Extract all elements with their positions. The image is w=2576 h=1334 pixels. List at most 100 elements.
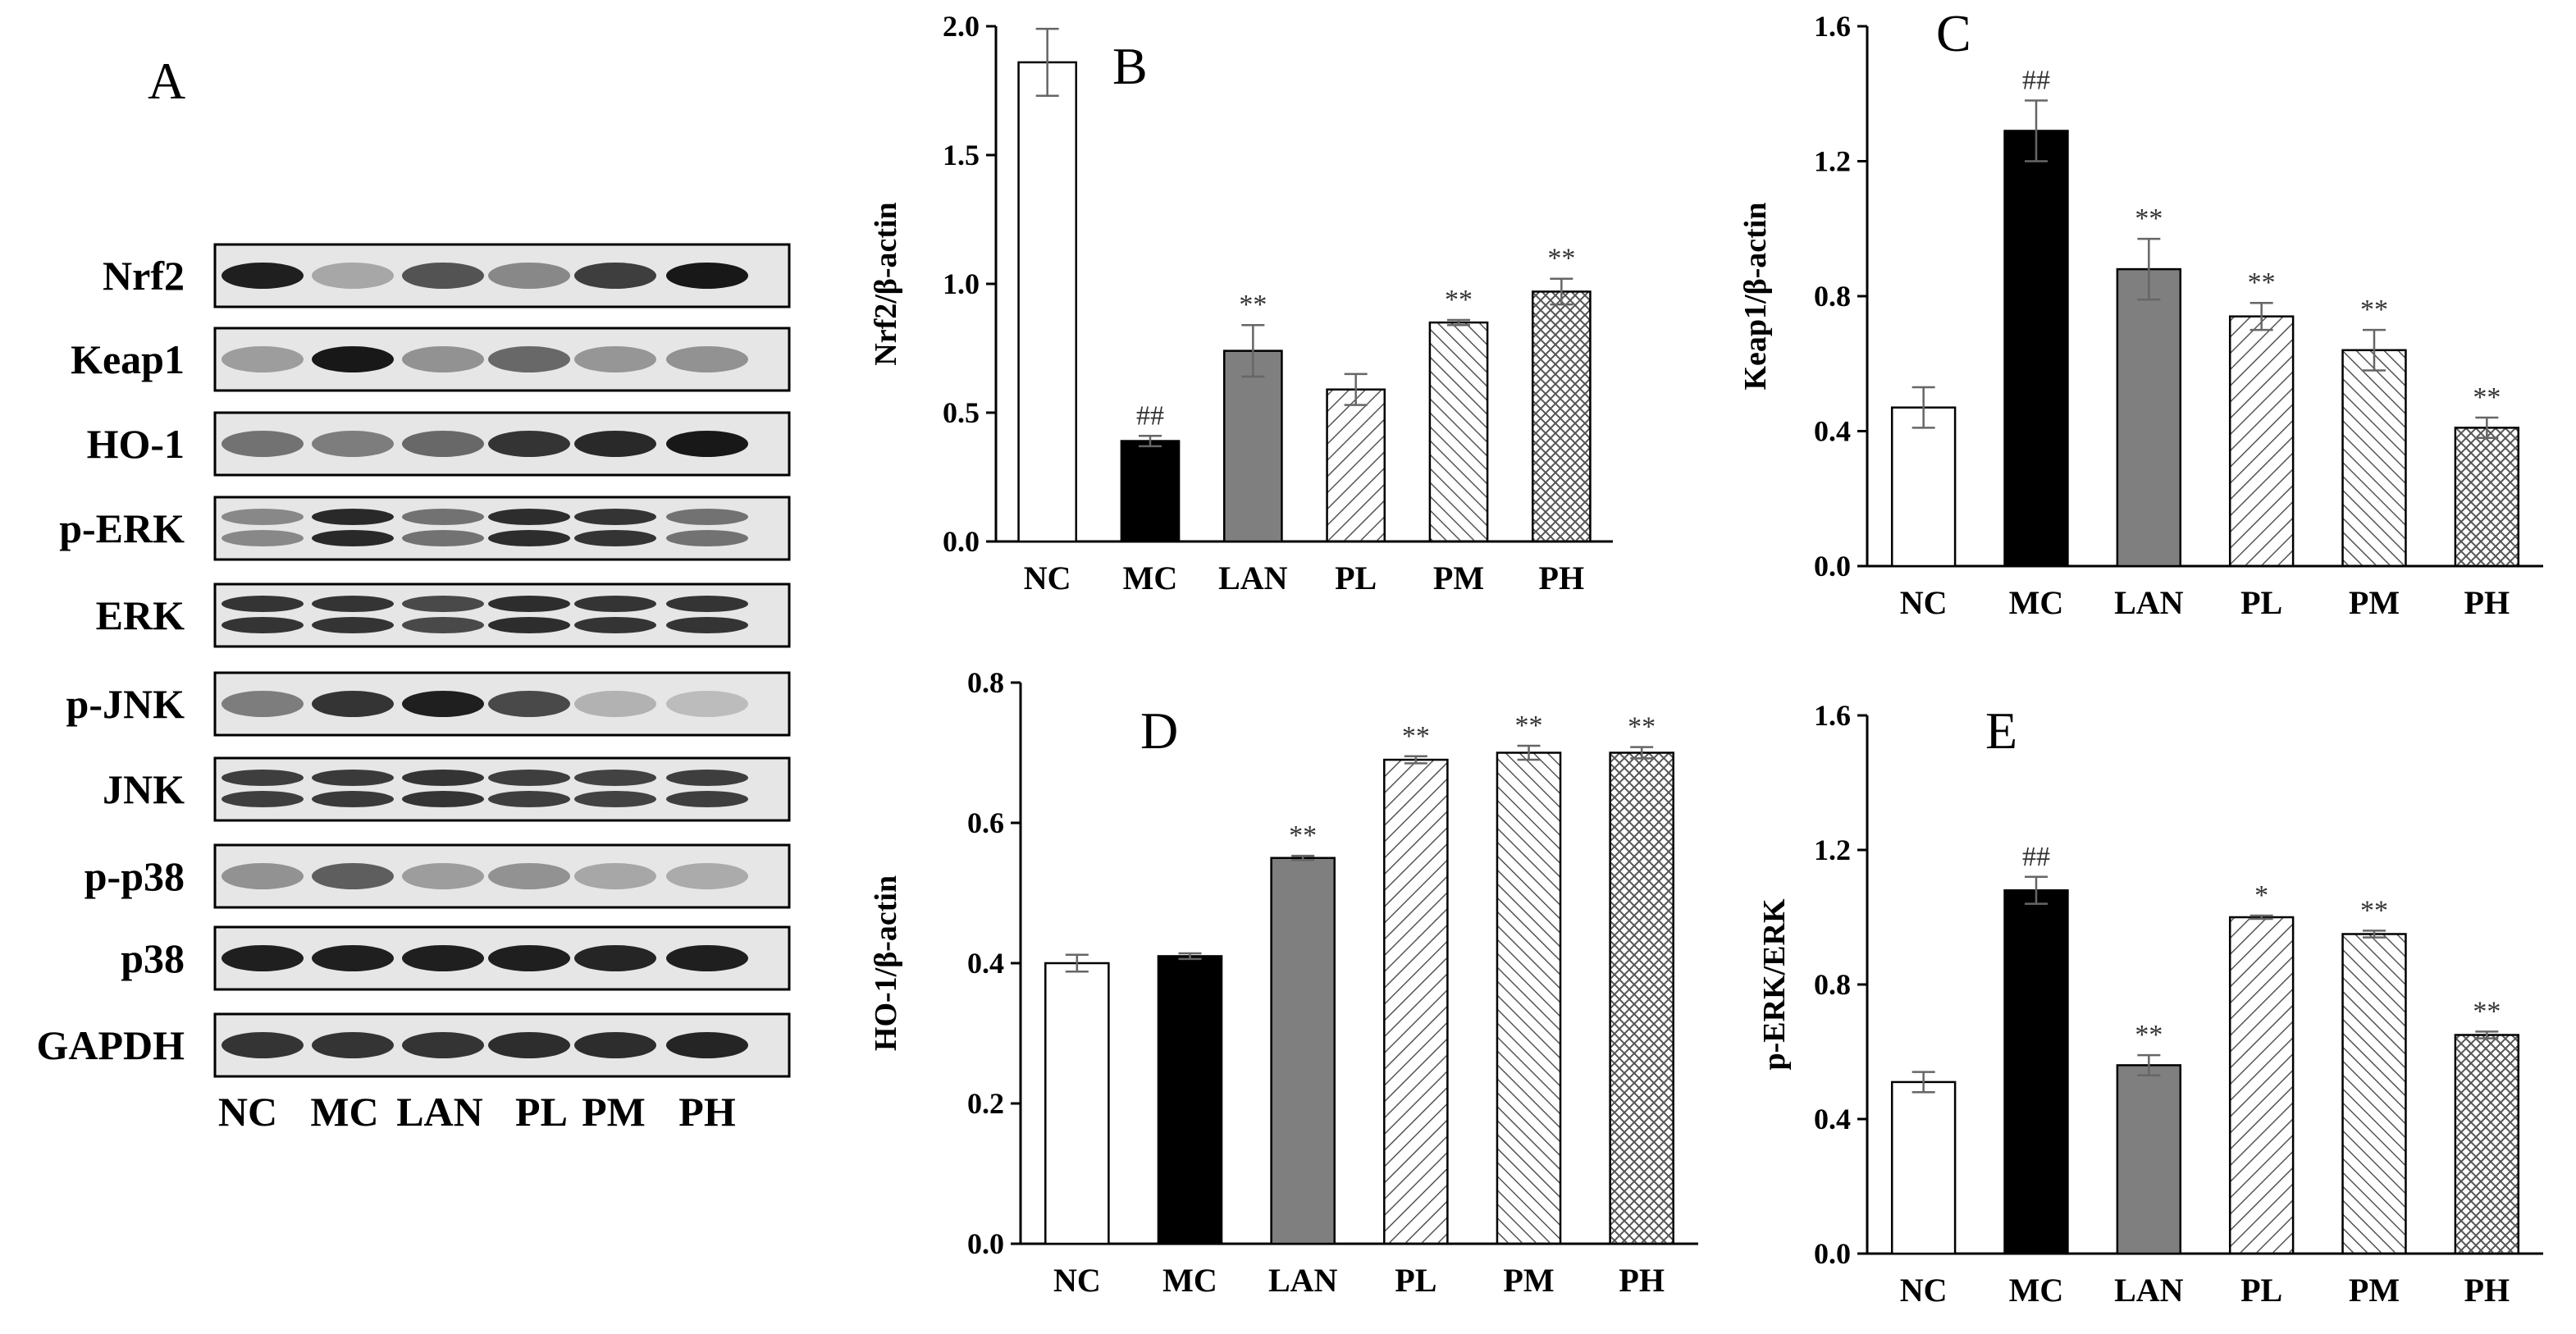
y-axis-title-e: p-ERK/ERK [1757,898,1792,1070]
significance-label-d-ph: ** [1628,712,1656,742]
y-tick-label-e: 0.0 [1814,1237,1851,1270]
error-bar-b-pl [1344,372,1368,406]
y-tick-label-b: 2.0 [943,10,980,43]
blot-band-p38-mc [312,945,394,971]
significance-label-b-lan: ** [1239,290,1267,320]
blot-row-label-keap1: Keap1 [71,336,185,382]
blot-band-nrf2-pm [574,263,656,289]
x-tick-label-e-lan: LAN [2114,1272,2184,1309]
blot-band-p-jnk-ph [666,691,748,717]
y-axis-title-c: Keap1/β-actin [1738,202,1773,390]
x-tick-label-c-pm: PM [2349,584,2400,621]
bar-c-pm [2341,349,2407,568]
blot-band-gapdh-pl [488,1032,570,1058]
blot-band-p-erk-pl-2 [488,530,570,546]
blot-band-p-erk-mc-2 [312,530,394,546]
bar-b-lan [1222,349,1283,543]
significance-label-c-ph: ** [2473,382,2501,413]
blot-row-label-jnk: JNK [103,766,185,812]
error-bar-b-lan [1241,323,1265,378]
bar-d-pm [1496,752,1562,1245]
blot-row-label-nrf2: Nrf2 [103,253,185,299]
significance-label-b-mc: ## [1136,400,1164,431]
x-tick-label-e-ph: PH [2464,1272,2510,1309]
y-tick-label-d: 0.8 [967,666,1004,699]
panel-letter-a: A [148,52,185,110]
error-bar-b-nc [1035,27,1059,98]
blot-band-ho-1-pl [488,431,570,457]
panel-letter-d: D [1140,701,1178,760]
blot-row-label-erk: ERK [96,592,185,638]
blot-row-label-gapdh: GAPDH [36,1022,185,1068]
bar-b-pm [1428,321,1489,543]
blot-band-p-erk-pm-2 [574,530,656,546]
error-bar-e-mc [2025,875,2048,905]
y-tick-label-b: 0.5 [943,396,980,429]
bar-e-nc [1890,1080,1957,1255]
bar-c-ph [2454,427,2520,568]
significance-label-e-lan: ** [2135,1020,2163,1050]
blot-band-keap1-mc [312,346,394,372]
blot-band-ho-1-mc [312,431,394,457]
error-bar-b-pm [1447,318,1470,327]
blot-band-p-jnk-mc [312,691,394,717]
x-tick-label-b-ph: PH [1539,560,1585,596]
blot-band-p-p38-mc [312,863,394,889]
blot-band-p-erk-lan-1 [402,509,484,525]
x-tick-label-c-nc: NC [1900,584,1948,621]
blot-band-ho-1-pm [574,431,656,457]
chart-panel-c: C 0.0 0.4 0.8 1.2 1.6 Keap1/β-actin NC ## MC ** LAN… [1738,4,2543,621]
blot-band-nrf2-pl [488,263,570,289]
blot-row-label-p-erk: p-ERK [59,505,185,551]
blot-band-p38-pl [488,945,570,971]
x-tick-label-c-mc: MC [2009,584,2064,621]
blot-band-jnk-mc-2 [312,791,394,807]
x-tick-label-d-lan: LAN [1268,1262,1338,1299]
blot-band-erk-pm-1 [574,596,656,612]
bar-e-ph [2454,1034,2520,1255]
blot-band-keap1-pl [488,346,570,372]
blot-band-p38-pm [574,945,656,971]
bar-e-mc [2003,889,2069,1255]
blot-band-jnk-ph-2 [666,791,748,807]
y-tick-label-e: 1.6 [1814,699,1851,732]
error-bar-b-ph [1550,277,1573,306]
blot-band-p-p38-ph [666,863,748,889]
error-bar-e-nc [1911,1071,1935,1094]
y-axis-title-b: Nrf2/β-actin [869,202,903,365]
blot-band-p-erk-lan-2 [402,530,484,546]
blot-band-erk-pl-2 [488,617,570,633]
error-bar-c-lan [2137,237,2161,301]
bar-d-ph [1609,752,1674,1245]
y-tick-label-e: 0.4 [1814,1103,1851,1135]
blot-band-jnk-pl-2 [488,791,570,807]
blot-band-p-erk-nc-1 [222,509,304,525]
x-tick-label-d-nc: NC [1053,1262,1101,1299]
blot-row-label-p-jnk: p-JNK [66,681,185,727]
significance-label-e-ph: ** [2473,996,2501,1026]
y-axis-title-d: HO-1/β-actin [869,875,903,1051]
significance-label-e-mc: ## [2022,842,2050,872]
error-bar-e-ph [2475,1030,2499,1039]
bar-c-lan [2116,267,2182,568]
significance-label-c-mc: ## [2022,65,2050,95]
blot-band-ho-1-ph [666,431,748,457]
bar-d-mc [1157,955,1223,1245]
blot-band-erk-pl-1 [488,596,570,612]
blot-band-jnk-pm-1 [574,770,656,786]
blot-band-erk-mc-1 [312,596,394,612]
bar-c-mc [2003,130,2069,568]
blot-band-p-erk-pl-1 [488,509,570,525]
error-bar-d-pm [1517,744,1541,761]
bar-b-mc [1120,440,1181,543]
blot-row-label-ho-1: HO-1 [87,421,185,467]
blot-lane-label-ph: PH [678,1089,736,1135]
blot-lane-label-lan: LAN [396,1089,483,1135]
x-tick-label-b-nc: NC [1024,560,1071,596]
bar-d-lan [1270,857,1336,1245]
error-bar-c-mc [2025,99,2048,162]
y-tick-label-c: 0.8 [1814,280,1851,313]
bar-e-lan [2116,1064,2182,1255]
y-tick-label-c: 1.6 [1814,10,1851,43]
y-tick-label-c: 0.0 [1814,550,1851,582]
